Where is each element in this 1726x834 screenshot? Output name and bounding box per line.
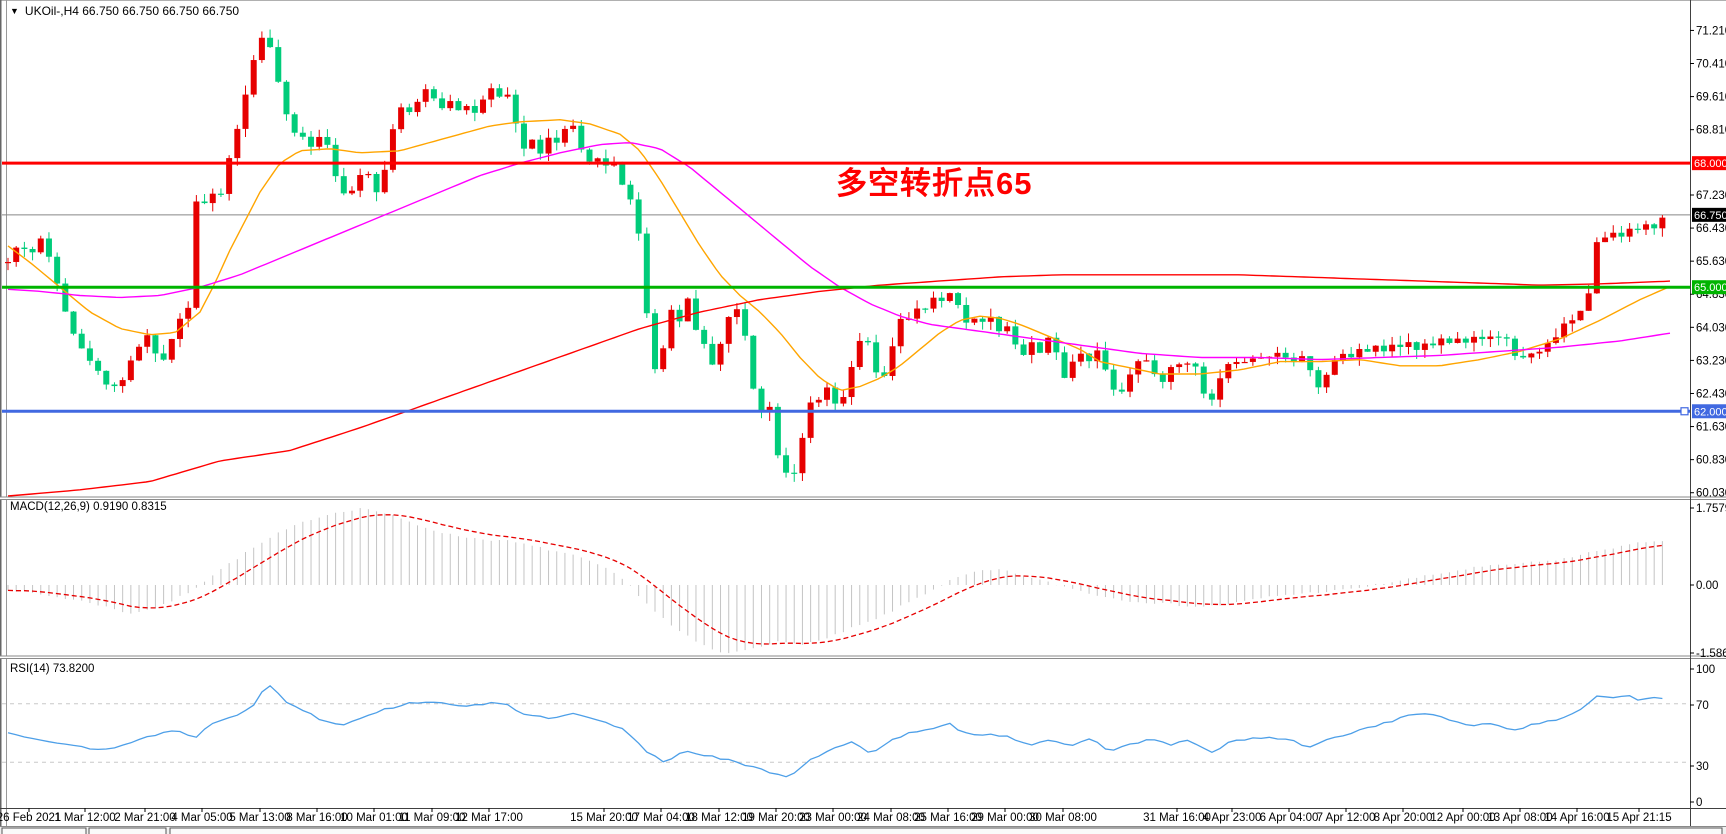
time-axis-label: 4 Apr 23:00 <box>1203 812 1262 824</box>
macd-signal-line <box>7 514 1663 645</box>
line-drag-handle[interactable] <box>1680 407 1689 416</box>
time-axis-label: 17 Mar 04:00 <box>627 812 695 824</box>
price-line-label-65.000: 65.000 <box>1692 280 1726 295</box>
rsi-panel[interactable] <box>2 684 1690 778</box>
ma-fast-orange <box>7 118 1671 391</box>
time-axis-label: 23 Mar 00:00 <box>799 812 867 824</box>
indicator-axis[interactable]: 1.7579 0.00 -1.5867 100 70 30 0 <box>1690 503 1726 809</box>
time-axis-label: 30 Mar 08:00 <box>1029 812 1097 824</box>
indicator-axis-label: 100 <box>1696 664 1715 676</box>
time-axis-label: 19 Mar 20:00 <box>742 812 810 824</box>
time-axis-label: 1 Mar 12:00 <box>54 812 115 824</box>
ma-slow-red <box>7 274 1671 497</box>
price-axis[interactable]: 71.210 70.410 69.610 68.810 67.230 66.430 65.6… <box>1690 25 1726 500</box>
time-axis-label: 25 Mar 16:00 <box>914 812 982 824</box>
price-box-value: 62.000 <box>1694 406 1726 418</box>
scrollbar-segment[interactable] <box>169 827 1723 834</box>
price-axis-label: 66.430 <box>1696 223 1726 235</box>
price-axis-label: 61.630 <box>1696 422 1726 434</box>
time-axis-label: 8 Mar 16:00 <box>286 812 347 824</box>
symbol-header[interactable]: ▼ UKOil-,H4 66.750 66.750 66.750 66.750 <box>10 4 239 18</box>
time-axis-label: 14 Apr 16:00 <box>1544 812 1609 824</box>
price-box-value: 66.750 <box>1694 210 1726 222</box>
time-axis-label: 8 Apr 20:00 <box>1374 812 1433 824</box>
scrollbar-segment[interactable] <box>88 827 167 834</box>
time-axis-label: 31 Mar 16:00 <box>1143 812 1211 824</box>
price-axis-label: 67.230 <box>1696 190 1726 202</box>
indicator-axis-label: 70 <box>1696 700 1709 712</box>
indicator-axis-label: 30 <box>1696 761 1709 773</box>
price-axis-label: 60.030 <box>1696 488 1726 500</box>
time-axis-label: 29 Mar 00:00 <box>971 812 1039 824</box>
time-axis-label: 5 Mar 13:00 <box>229 812 290 824</box>
time-axis-label: 12 Mar 17:00 <box>455 812 523 824</box>
price-box-value: 68.000 <box>1694 158 1726 170</box>
indicator-axis-label: 0 <box>1696 797 1702 809</box>
price-axis-label: 68.810 <box>1696 125 1726 137</box>
bottom-scrollbar[interactable] <box>0 827 1726 834</box>
time-axis-label: 26 Feb 2021 <box>0 812 61 824</box>
indicator-axis-label: -1.5867 <box>1696 648 1726 660</box>
time-axis-label: 6 Apr 04:00 <box>1260 812 1319 824</box>
price-line-label-68.000: 68.000 <box>1692 156 1726 171</box>
indicator-axis-label: 1.7579 <box>1696 503 1726 515</box>
time-axis-label: 15 Apr 21:15 <box>1606 812 1671 824</box>
horizontal-line-62[interactable] <box>2 407 1690 416</box>
symbol-quote-text: UKOil-,H4 66.750 66.750 66.750 66.750 <box>24 4 240 18</box>
price-box-value: 65.000 <box>1694 282 1726 294</box>
price-axis-label: 70.410 <box>1696 59 1726 71</box>
time-axis-label: 7 Apr 12:00 <box>1317 812 1376 824</box>
panel-separator[interactable] <box>0 655 1726 660</box>
price-line-label-66.750: 66.750 <box>1692 207 1726 222</box>
price-axis-label: 62.430 <box>1696 388 1726 400</box>
price-axis-label: 65.630 <box>1696 256 1726 268</box>
time-axis-label: 4 Mar 05:00 <box>171 812 232 824</box>
rsi-indicator-label: RSI(14) 73.8200 <box>10 663 95 675</box>
price-axis-label: 64.030 <box>1696 322 1726 334</box>
chart-annotation-text[interactable]: 多空转折点65 <box>836 166 1033 201</box>
time-axis-label: 2 Mar 21:00 <box>114 812 175 824</box>
macd-panel[interactable] <box>7 508 1663 654</box>
macd-indicator-label: MACD(12,26,9) 0.9190 0.8315 <box>10 501 167 513</box>
price-axis-label: 69.610 <box>1696 92 1726 104</box>
price-axis-label: 63.230 <box>1696 355 1726 367</box>
panel-separator[interactable] <box>0 496 1726 501</box>
time-axis-label: 12 Apr 00:00 <box>1430 812 1495 824</box>
price-axis-label: 71.210 <box>1696 25 1726 37</box>
time-axis-label: 10 Mar 01:00 <box>340 812 408 824</box>
scrollbar-segment[interactable] <box>1 827 87 834</box>
price-axis-label: 60.830 <box>1696 455 1726 467</box>
candlestick-series[interactable] <box>5 29 1666 482</box>
indicator-axis-label: 0.00 <box>1696 580 1718 592</box>
time-axis-label: 18 Mar 12:00 <box>685 812 753 824</box>
price-line-label-62.000: 62.000 <box>1692 404 1726 419</box>
time-axis-label: 11 Mar 09:00 <box>399 812 466 824</box>
time-axis-label: 15 Mar 20:00 <box>570 812 638 824</box>
time-axis-label: 24 Mar 08:00 <box>857 812 925 824</box>
dropdown-triangle-icon[interactable]: ▼ <box>10 5 19 16</box>
rsi-line <box>7 684 1663 778</box>
time-axis-label: 13 Apr 08:00 <box>1487 812 1552 824</box>
